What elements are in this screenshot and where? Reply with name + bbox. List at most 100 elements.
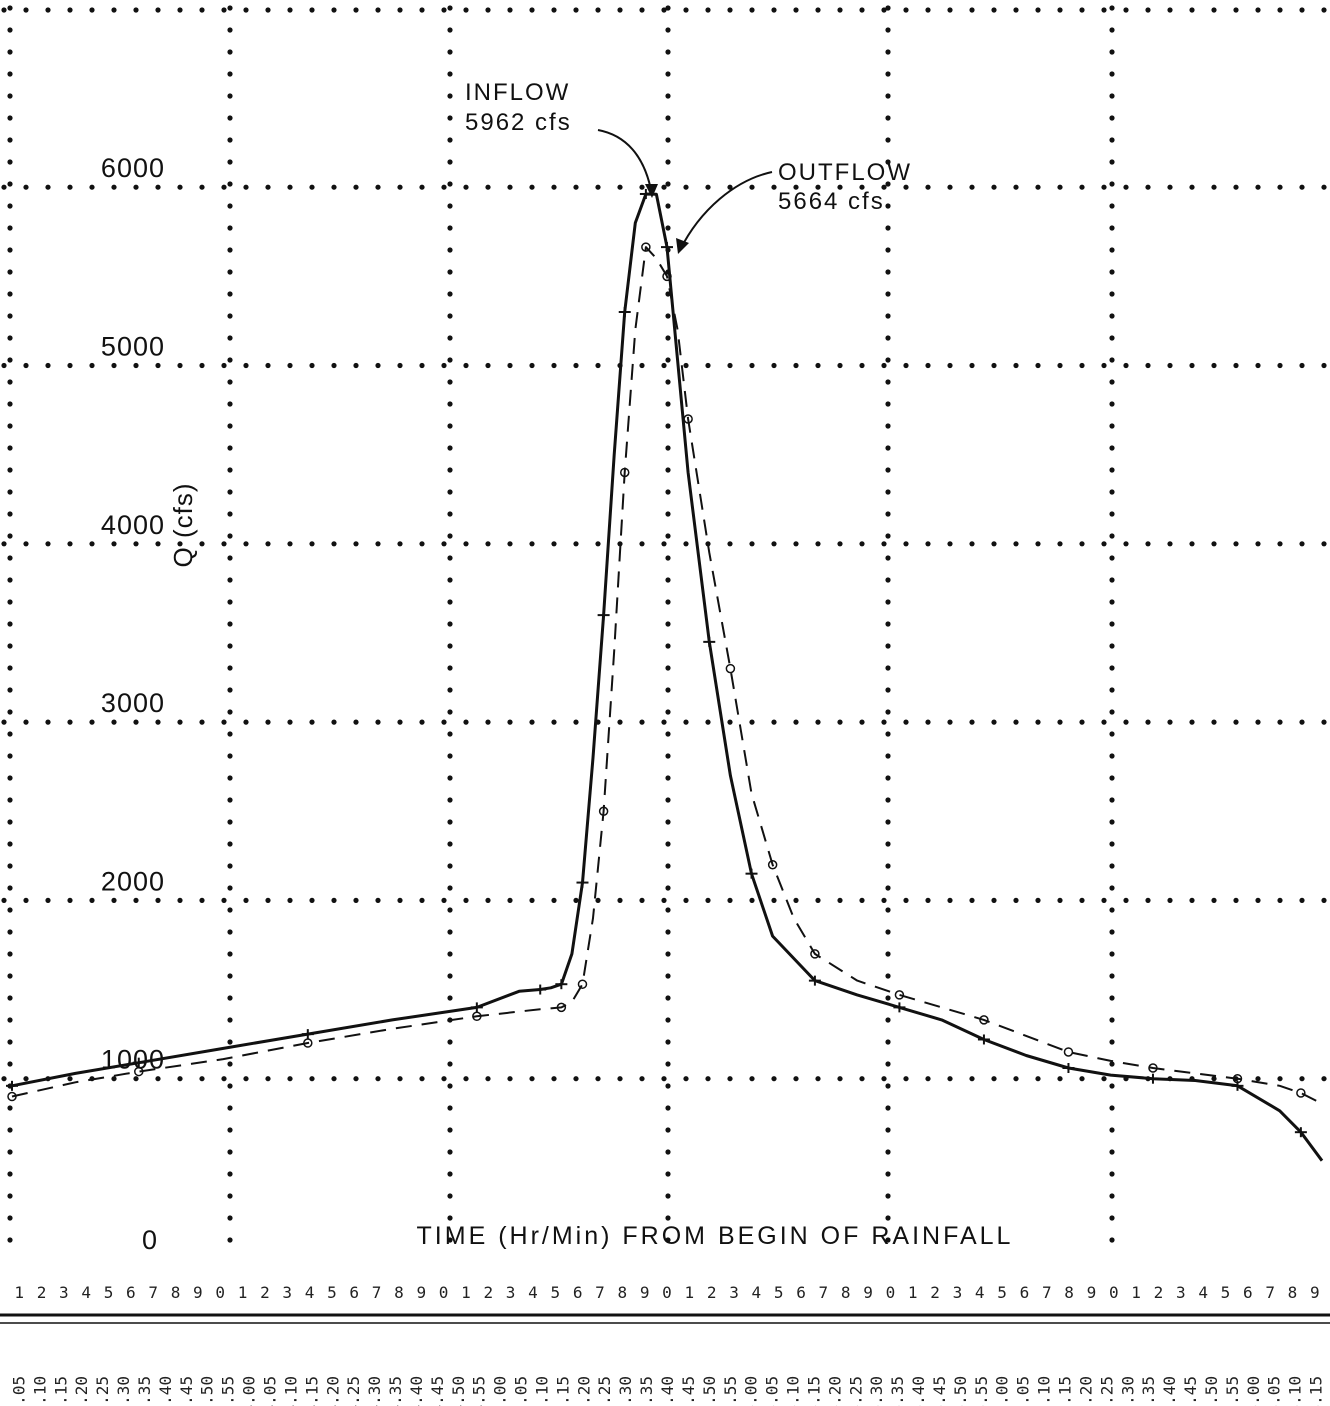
x-tick-number-label: 4 <box>975 1283 985 1302</box>
x-tick-number-label: 2 <box>1154 1283 1164 1302</box>
y-tick-5000: 5000 <box>101 332 165 362</box>
x-tick-number-label: 7 <box>1042 1283 1052 1302</box>
x-tick-number-label: 2 <box>483 1283 493 1302</box>
x-tick-number-label: 2 <box>930 1283 940 1302</box>
grid-vline-3 <box>665 5 671 1243</box>
x-tick-time-17.25: 17.25 <box>1097 1376 1116 1406</box>
x-tick-time-17.35: 17.35 <box>1139 1376 1158 1406</box>
series-inflow-point <box>301 1029 314 1040</box>
x-tick-number-label: 5 <box>774 1283 784 1302</box>
series-outflow-point <box>979 1015 989 1025</box>
x-tick-time-14.30: 14.30 <box>365 1376 384 1406</box>
x-tick-time-13.50: 13.50 <box>198 1376 217 1406</box>
x-tick-time-14.20: 14.20 <box>323 1376 342 1406</box>
x-tick-number-label: 4 <box>528 1283 538 1302</box>
grid-hline-4 <box>1 541 1327 547</box>
x-tick-number-label: 1 <box>14 1283 24 1302</box>
series-inflow-line <box>11 192 1324 1162</box>
series-outflow-line <box>11 246 1323 1105</box>
x-tick-number-label: 7 <box>372 1283 382 1302</box>
x-tick-number-label: 7 <box>1265 1283 1275 1302</box>
y-tick-3000: 3000 <box>101 688 165 718</box>
x-tick-time-13.25: 13.25 <box>93 1376 112 1406</box>
marker-layer <box>6 188 1307 1138</box>
x-tick-time-13.15: 13.15 <box>51 1376 70 1406</box>
x-tick-number-label: 5 <box>550 1283 560 1302</box>
x-tick-number-label: 9 <box>640 1283 650 1302</box>
series-inflow-point <box>555 979 568 990</box>
x-tick-time-15.35: 15.35 <box>637 1376 656 1406</box>
x-tick-number-label: 3 <box>506 1283 516 1302</box>
x-tick-number-label: 3 <box>953 1283 963 1302</box>
outflow-annotation-name: OUTFLOW <box>778 159 912 186</box>
x-tick-time-14.50: 14.50 <box>449 1376 468 1406</box>
x-tick-time-13.10: 13.10 <box>30 1376 49 1406</box>
x-tick-time-18.00: 18.00 <box>1244 1376 1263 1406</box>
x-tick-time-15.00: 15.00 <box>491 1376 510 1406</box>
x-tick-number-label: 4 <box>752 1283 762 1302</box>
x-tick-time-16.25: 16.25 <box>846 1376 865 1406</box>
series-inflow-point <box>6 1080 18 1091</box>
x-tick-number-label: 6 <box>1020 1283 1030 1302</box>
x-tick-number-label: 7 <box>819 1283 829 1302</box>
grid-hline-1 <box>1 1076 1327 1082</box>
y-tick-2000: 2000 <box>101 866 165 896</box>
x-tick-time-17.40: 17.40 <box>1160 1376 1179 1406</box>
x-tick-time-14.15: 14.15 <box>302 1376 321 1406</box>
x-tick-time-13.55: 13.55 <box>219 1376 238 1406</box>
x-tick-number-label: 5 <box>104 1283 114 1302</box>
x-tick-number-label: 1 <box>238 1283 248 1302</box>
x-tick-time-14.35: 14.35 <box>386 1376 405 1406</box>
x-tick-number-label: 8 <box>1288 1283 1298 1302</box>
grid-hline-6 <box>1 184 1327 190</box>
x-tick-number-label: 2 <box>260 1283 270 1302</box>
x-tick-time-18.05: 18.05 <box>1265 1376 1284 1406</box>
series-outflow-point <box>683 414 693 424</box>
x-tick-number-label: 8 <box>1064 1283 1074 1302</box>
x-tick-number-label: 4 <box>305 1283 315 1302</box>
x-tick-time-17.50: 17.50 <box>1202 1376 1221 1406</box>
x-tick-time-16.35: 16.35 <box>888 1376 907 1406</box>
series-outflow-point <box>619 467 630 478</box>
x-tick-number-label: 6 <box>1243 1283 1253 1302</box>
x-tick-time-13.20: 13.20 <box>72 1376 91 1406</box>
grid-hline-3 <box>1 719 1327 725</box>
x-tick-number-label: 8 <box>171 1283 181 1302</box>
x-tick-time-15.55: 15.55 <box>721 1376 740 1406</box>
y-tick-6000: 6000 <box>101 153 165 183</box>
x-tick-number-label: 9 <box>1310 1283 1320 1302</box>
x-tick-time-16.05: 16.05 <box>763 1376 782 1406</box>
x-tick-number-label: 4 <box>81 1283 91 1302</box>
series-outflow-point <box>134 1066 144 1077</box>
x-axis-label: TIME (Hr/Min) FROM BEGIN OF RAINFALL <box>417 1222 1014 1250</box>
grid-hline-5 <box>1 362 1327 369</box>
x-tick-time-14.10: 14.10 <box>281 1376 300 1406</box>
x-tick-time-17.45: 17.45 <box>1181 1376 1200 1406</box>
x-tick-number-label: 4 <box>1198 1283 1208 1302</box>
x-tick-time-14.05: 14.05 <box>261 1376 280 1406</box>
y-tick-0: 0 <box>142 1225 158 1255</box>
series-outflow-point <box>556 1002 567 1013</box>
x-tick-time-13.45: 13.45 <box>177 1376 196 1406</box>
series-inflow-point <box>597 610 610 621</box>
x-tick-number-label: 0 <box>886 1283 896 1302</box>
x-tick-number-label: 8 <box>841 1283 851 1302</box>
x-tick-number-label: 9 <box>193 1283 203 1302</box>
series-outflow-point <box>641 242 651 252</box>
x-tick-time-17.20: 17.20 <box>1076 1376 1095 1406</box>
series-outflow-point <box>7 1091 17 1102</box>
x-tick-number-label: 9 <box>863 1283 873 1302</box>
x-tick-number-label: 0 <box>662 1283 672 1302</box>
series-outflow-point <box>303 1038 313 1048</box>
series-outflow-point <box>577 979 588 989</box>
x-tick-number-label: 0 <box>1109 1283 1119 1302</box>
series-outflow-point <box>1296 1088 1306 1098</box>
series-inflow-point <box>132 1057 145 1068</box>
x-tick-number-label: 3 <box>282 1283 292 1302</box>
x-tick-time-15.05: 15.05 <box>512 1376 531 1406</box>
x-tick-time-16.50: 16.50 <box>951 1376 970 1406</box>
x-tick-time-13.30: 13.30 <box>114 1376 133 1406</box>
x-tick-time-15.50: 15.50 <box>700 1376 719 1406</box>
